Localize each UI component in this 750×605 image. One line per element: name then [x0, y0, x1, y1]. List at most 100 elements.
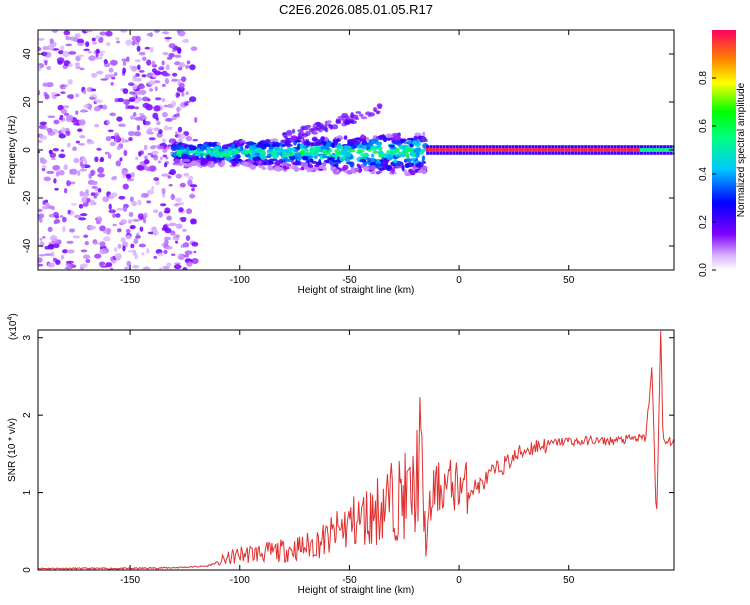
spectrogram-cell [374, 163, 382, 169]
spectrogram-cell [297, 133, 302, 139]
spectrogram-cell [87, 50, 92, 54]
spectrogram-cell [551, 148, 555, 152]
spectrogram-cell [123, 149, 128, 157]
spectrogram-cell [345, 151, 352, 155]
spectrogram-cell [168, 43, 176, 49]
spectrogram-cell [53, 119, 60, 125]
spectrogram-cell [148, 165, 157, 172]
spectrogram-cell [382, 159, 389, 165]
spectrogram-cell [63, 188, 68, 194]
spectrogram-cell [324, 121, 328, 127]
spectrogram-cell [41, 168, 46, 172]
spectrogram-cell [118, 123, 126, 128]
spectrogram-cell [78, 143, 86, 146]
spectrogram-cell [130, 243, 135, 249]
spectrogram-cell [144, 155, 148, 160]
spectrogram-cell [322, 155, 328, 159]
spectrogram-cell [184, 253, 189, 258]
spectrogram-cell [241, 161, 249, 167]
spectrogram-cell [158, 211, 163, 218]
spectrogram-cell [113, 72, 118, 76]
spectrogram-cell [223, 152, 231, 159]
spectrogram-cell [174, 197, 182, 203]
spectrogram-cell [74, 62, 80, 66]
spectrogram-cell [104, 74, 110, 80]
spectrogram-cell [361, 139, 367, 143]
spectrogram-cell [74, 214, 82, 219]
spectrogram-cell [336, 144, 343, 150]
spectrogram-cell [326, 142, 331, 148]
spectrogram-cell [44, 60, 48, 66]
snr-y-tick-label: 3 [22, 335, 33, 341]
spectrogram-cell [78, 119, 86, 126]
spectrogram-cell [136, 124, 141, 131]
spectrogram-cell [356, 151, 363, 155]
spectrogram-cell [206, 149, 212, 153]
spectrogram-cell [158, 66, 165, 71]
spectrogram-cell [399, 144, 408, 150]
spectrogram-cell [116, 116, 123, 122]
spectrogram-cell [164, 36, 172, 40]
spectrogram-cell [158, 267, 163, 270]
spectrogram-cell [42, 200, 46, 205]
snr-series-line [38, 331, 674, 570]
spectrogram-cell [358, 113, 364, 117]
spectrogram-y-tick-label: 20 [22, 96, 33, 108]
spectrogram-cell [176, 30, 182, 34]
spectrogram-cell [90, 192, 96, 197]
spectrogram-cell [354, 117, 360, 120]
spectrogram-cell [143, 217, 147, 224]
spectrogram-cell [108, 194, 114, 198]
spectrogram-cell [133, 131, 142, 137]
spectrogram-cell [176, 112, 180, 118]
spectrogram-x-tick-label: 50 [563, 275, 575, 286]
spectrogram-cell [146, 200, 152, 204]
spectrogram-cell [58, 169, 65, 176]
spectrogram-cell [347, 140, 355, 147]
spectrogram-cell [290, 135, 297, 139]
spectrogram-cell [70, 203, 78, 206]
spectrogram-cell [161, 187, 166, 194]
spectrogram-cell [170, 141, 175, 145]
spectrogram-cell [405, 146, 411, 150]
spectrogram-cell [422, 131, 426, 137]
spectrogram-cell [38, 254, 46, 257]
spectrogram-cell [282, 151, 287, 156]
spectrogram-cell [185, 91, 189, 96]
spectrogram-cell [50, 157, 56, 161]
spectrogram-cell [117, 243, 122, 249]
spectrogram-cell [131, 40, 136, 46]
spectrogram-cell [163, 236, 172, 241]
spectrogram-cell [179, 182, 186, 188]
spectrogram-cell [91, 72, 98, 78]
spectrogram-cell [153, 105, 161, 112]
spectrogram-cell [99, 225, 106, 232]
spectrogram-cell [43, 176, 51, 182]
spectrogram-cell [309, 167, 314, 171]
spectrogram-cell [97, 166, 105, 174]
spectrogram-cell [136, 45, 141, 52]
spectrogram-cell [122, 183, 129, 190]
spectrogram-cell [432, 148, 436, 152]
spectrogram-cell [60, 127, 66, 134]
spectrogram-cell [233, 161, 240, 164]
spectrogram-cell [80, 263, 88, 269]
spectrogram-cell [311, 131, 318, 135]
colorbar-ticks: 0.0 0.2 0.4 0.6 0.8 [698, 71, 716, 277]
colorbar-tick-label: 0.0 [698, 263, 709, 277]
spectrogram-cell [156, 121, 161, 126]
spectrogram-cell [534, 148, 538, 152]
spectrogram-cell [83, 48, 90, 52]
spectrogram-cell [95, 35, 101, 40]
spectrogram-cell [44, 93, 50, 100]
spectrogram-cell [521, 148, 525, 152]
spectrogram-cell [349, 161, 355, 168]
spectrogram-cell [54, 187, 59, 191]
spectrogram-cell [176, 92, 181, 97]
spectrogram-cell [80, 249, 88, 253]
spectrogram-cell [541, 148, 545, 152]
spectrogram-cell [406, 162, 414, 168]
spectrogram-cell [129, 196, 134, 203]
spectrogram-cell [143, 212, 148, 218]
spectrogram-cell [47, 262, 55, 268]
